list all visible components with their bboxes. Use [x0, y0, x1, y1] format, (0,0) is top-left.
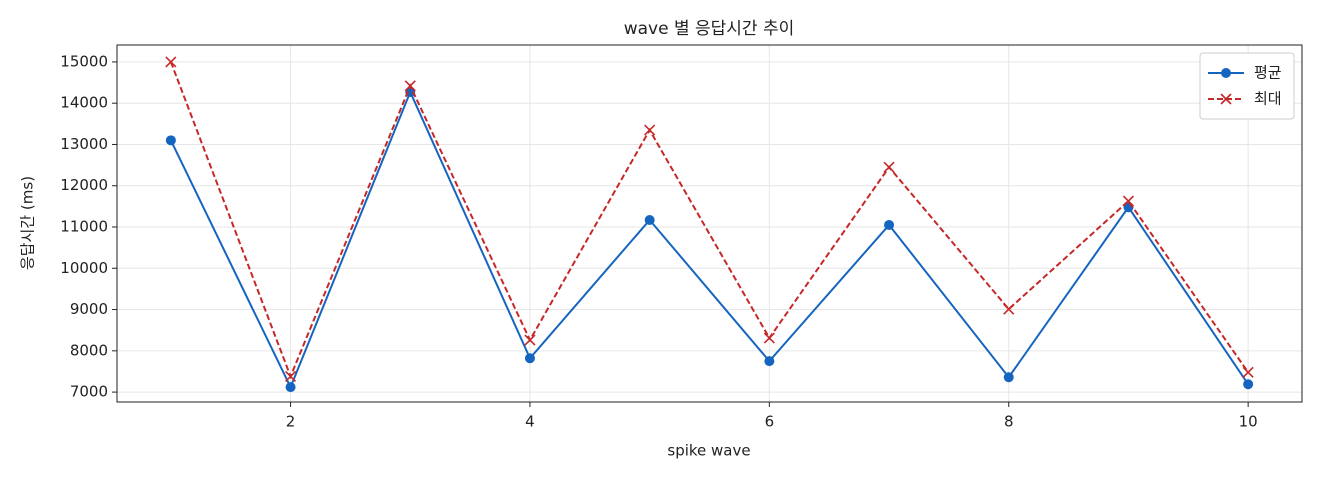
x-tick-label: 10: [1239, 413, 1258, 431]
point: [165, 135, 176, 146]
y-tick-label: 8000: [70, 341, 108, 359]
y-tick-label: 13000: [60, 135, 108, 153]
point: [165, 56, 177, 68]
legend-marker: [1221, 68, 1231, 78]
y-tick-label: 14000: [60, 94, 108, 112]
point: [883, 161, 895, 173]
point: [1003, 303, 1015, 315]
y-tick-label: 12000: [60, 176, 108, 194]
y-tick-label: 7000: [70, 383, 108, 401]
y-tick-label: 15000: [60, 52, 108, 70]
legend-label: 평균: [1254, 64, 1282, 82]
point: [1122, 195, 1135, 207]
x-tick-label: 8: [1004, 413, 1014, 431]
point: [884, 219, 895, 230]
point: [284, 370, 297, 382]
point: [524, 353, 535, 364]
y-axis-label: 응답시간 (ms): [19, 176, 37, 270]
point: [1242, 366, 1254, 378]
point: [404, 80, 416, 92]
point: [644, 124, 656, 136]
point: [1003, 372, 1014, 383]
chart-title: wave 별 응답시간 추이: [624, 19, 795, 39]
x-axis-label: spike wave: [667, 442, 750, 460]
x-tick-label: 2: [286, 413, 296, 431]
point: [1243, 379, 1254, 390]
y-tick-label: 11000: [60, 218, 108, 236]
series-line: [169, 61, 1249, 380]
point: [524, 334, 536, 346]
y-tick-label: 9000: [70, 300, 108, 318]
point: [285, 382, 296, 393]
series-line: [169, 89, 1249, 390]
point: [763, 332, 775, 344]
legend-label: 최대: [1254, 90, 1282, 108]
x-tick-label: 6: [765, 413, 775, 431]
x-tick-label: 4: [525, 413, 535, 431]
legend-marker: [1220, 93, 1232, 105]
plot-frame: [116, 44, 1303, 403]
point: [644, 214, 655, 225]
y-tick-label: 10000: [60, 259, 108, 277]
point: [764, 356, 775, 367]
